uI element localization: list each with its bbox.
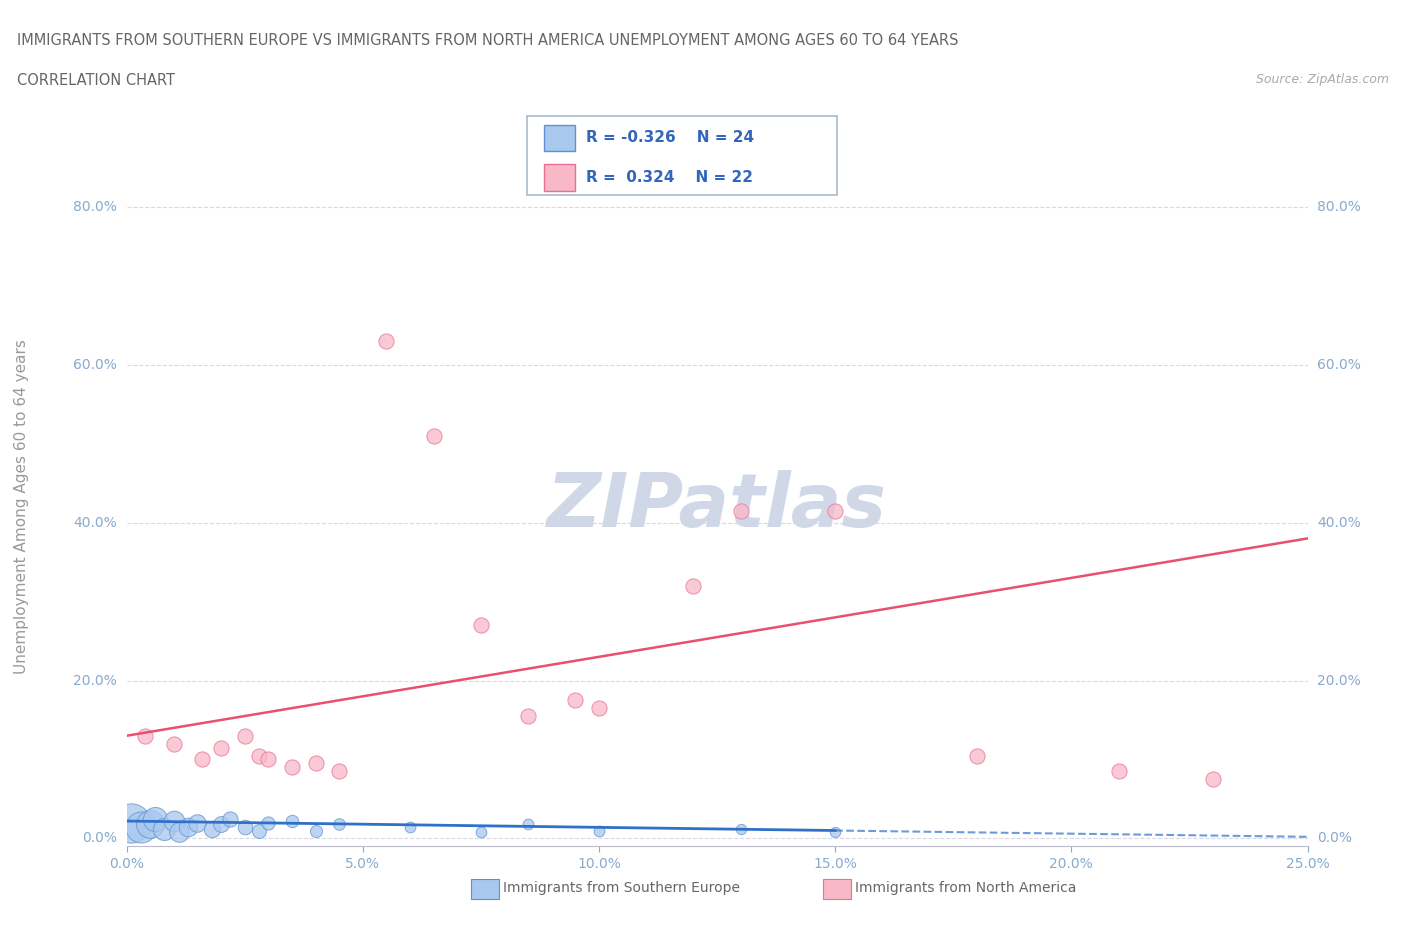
- Point: [139, 817, 162, 831]
- Text: 20.0%: 20.0%: [73, 673, 117, 687]
- Point: [163, 737, 186, 751]
- Text: 60.0%: 60.0%: [1317, 358, 1361, 372]
- Text: IMMIGRANTS FROM SOUTHERN EUROPE VS IMMIGRANTS FROM NORTH AMERICA UNEMPLOYMENT AM: IMMIGRANTS FROM SOUTHERN EUROPE VS IMMIG…: [17, 33, 959, 47]
- Point: [470, 618, 492, 632]
- Text: Source: ZipAtlas.com: Source: ZipAtlas.com: [1256, 73, 1389, 86]
- Point: [209, 740, 232, 755]
- Text: 0.0%: 0.0%: [82, 831, 117, 845]
- Point: [824, 503, 846, 518]
- Point: [134, 728, 156, 743]
- Text: 80.0%: 80.0%: [73, 200, 117, 214]
- Point: [209, 817, 232, 831]
- Point: [564, 693, 586, 708]
- Point: [517, 817, 540, 831]
- Point: [247, 823, 270, 838]
- Point: [153, 821, 176, 836]
- Text: 40.0%: 40.0%: [73, 515, 117, 530]
- Point: [281, 814, 304, 829]
- Point: [257, 816, 280, 830]
- Point: [730, 821, 752, 836]
- Point: [143, 811, 166, 826]
- Point: [328, 764, 350, 778]
- Point: [219, 811, 242, 826]
- Point: [257, 752, 280, 767]
- Point: [233, 728, 256, 743]
- Text: R =  0.324    N = 22: R = 0.324 N = 22: [586, 170, 754, 185]
- Point: [304, 823, 326, 838]
- Point: [399, 819, 422, 834]
- Point: [186, 816, 208, 830]
- Point: [177, 819, 200, 834]
- Point: [1108, 764, 1130, 778]
- Point: [375, 334, 398, 349]
- Text: Immigrants from Southern Europe: Immigrants from Southern Europe: [503, 881, 741, 896]
- Point: [304, 756, 326, 771]
- Point: [191, 752, 214, 767]
- Point: [470, 825, 492, 840]
- Point: [682, 578, 704, 593]
- Text: 20.0%: 20.0%: [1317, 673, 1361, 687]
- Point: [281, 760, 304, 775]
- Point: [129, 819, 152, 834]
- Point: [588, 700, 610, 715]
- Point: [167, 825, 190, 840]
- Text: 80.0%: 80.0%: [1317, 200, 1361, 214]
- Text: Immigrants from North America: Immigrants from North America: [855, 881, 1076, 896]
- Point: [163, 814, 186, 829]
- Point: [422, 429, 444, 444]
- Text: R = -0.326    N = 24: R = -0.326 N = 24: [586, 130, 755, 145]
- Text: Unemployment Among Ages 60 to 64 years: Unemployment Among Ages 60 to 64 years: [14, 339, 28, 674]
- Point: [824, 825, 846, 840]
- Text: 0.0%: 0.0%: [1317, 831, 1353, 845]
- Point: [588, 823, 610, 838]
- Text: 40.0%: 40.0%: [1317, 515, 1361, 530]
- Point: [1202, 772, 1225, 787]
- Point: [517, 709, 540, 724]
- Text: ZIPatlas: ZIPatlas: [547, 471, 887, 543]
- Text: CORRELATION CHART: CORRELATION CHART: [17, 73, 174, 87]
- Point: [247, 748, 270, 763]
- Point: [120, 816, 142, 830]
- Point: [200, 821, 222, 836]
- Point: [966, 748, 988, 763]
- Point: [328, 817, 350, 831]
- Text: 60.0%: 60.0%: [73, 358, 117, 372]
- Point: [233, 819, 256, 834]
- Point: [730, 503, 752, 518]
